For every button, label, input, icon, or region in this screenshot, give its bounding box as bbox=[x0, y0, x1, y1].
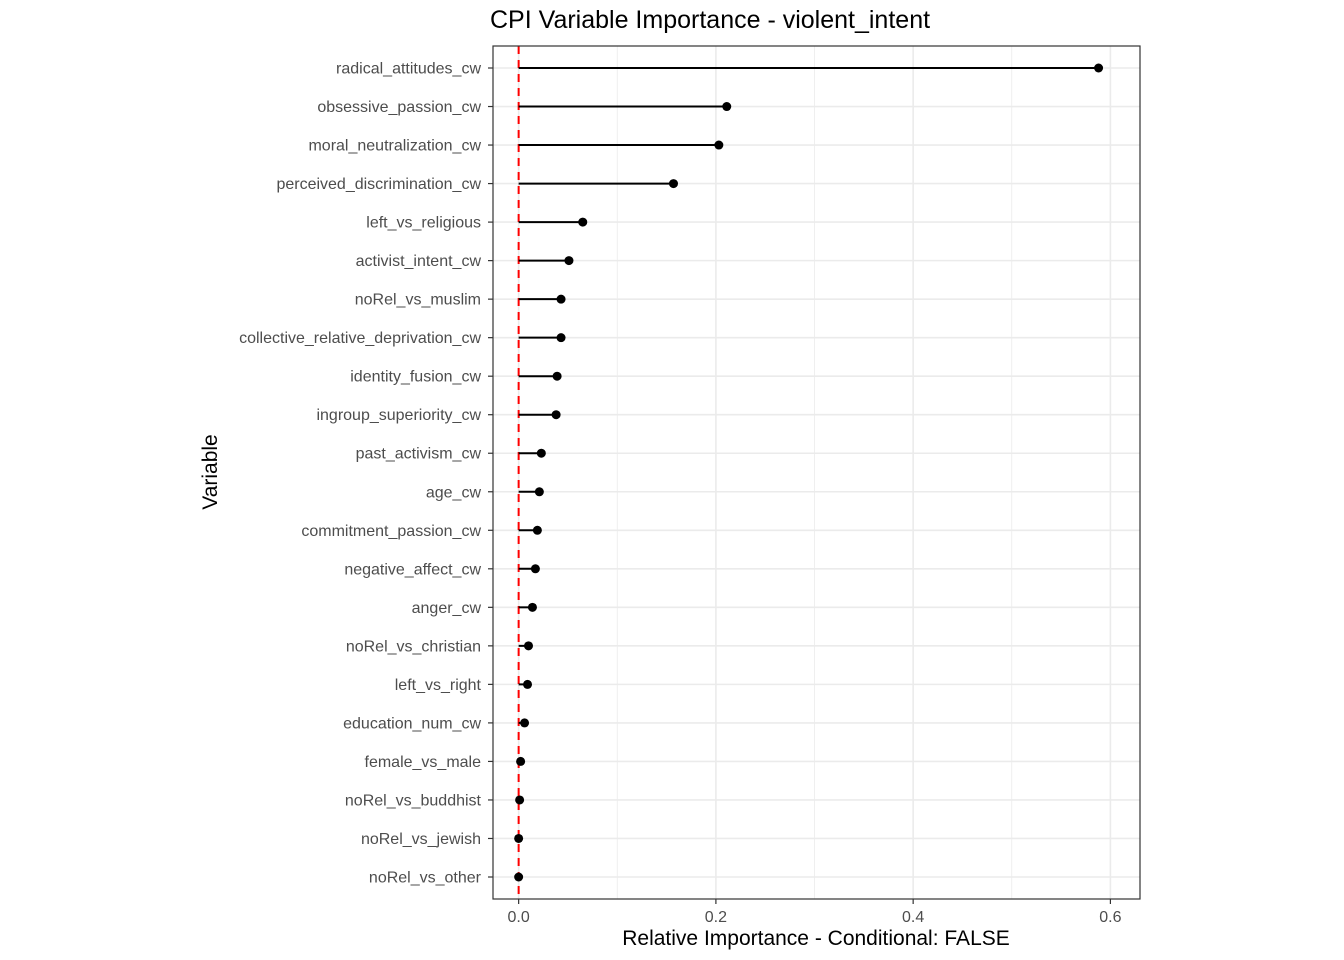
y-tick-label: past_activism_cw bbox=[356, 446, 482, 463]
lollipop-point bbox=[564, 256, 574, 266]
lollipop-point bbox=[516, 756, 526, 766]
lollipop-point bbox=[534, 487, 544, 497]
lollipop-point bbox=[578, 217, 588, 227]
y-tick-label: noRel_vs_jewish bbox=[361, 831, 481, 848]
lollipop-point bbox=[556, 333, 566, 343]
y-tick-label: left_vs_religious bbox=[366, 215, 481, 232]
x-tick-label: 0.4 bbox=[902, 909, 924, 926]
y-tick-label: negative_affect_cw bbox=[344, 561, 481, 578]
y-tick-label: anger_cw bbox=[412, 600, 482, 617]
x-tick-label: 0.0 bbox=[508, 909, 530, 926]
lollipop-point bbox=[524, 641, 534, 651]
y-tick-label: activist_intent_cw bbox=[356, 253, 482, 270]
y-tick-label: female_vs_male bbox=[365, 754, 482, 771]
x-tick-label: 0.2 bbox=[705, 909, 727, 926]
lollipop-point bbox=[551, 410, 561, 420]
lollipop-point bbox=[532, 525, 542, 535]
y-tick-label: noRel_vs_muslim bbox=[355, 292, 481, 309]
y-tick-label: left_vs_right bbox=[395, 677, 482, 694]
lollipop-point bbox=[722, 102, 732, 112]
lollipop-point bbox=[552, 371, 562, 381]
lollipop-point bbox=[668, 179, 678, 189]
lollipop-point bbox=[536, 448, 546, 458]
lollipop-point bbox=[1094, 63, 1104, 73]
y-tick-label: commitment_passion_cw bbox=[301, 523, 481, 540]
lollipop-marks bbox=[514, 63, 1104, 882]
y-tick-label: perceived_discrimination_cw bbox=[276, 176, 481, 193]
y-axis-ticks: radical_attitudes_cw obsessive_passion_cw… bbox=[239, 61, 493, 887]
y-tick-label: age_cw bbox=[426, 484, 482, 501]
y-tick-label: collective_relative_deprivation_cw bbox=[239, 330, 481, 347]
x-axis-ticks: 0.0 0.2 0.4 0.6 bbox=[508, 899, 1122, 926]
panel-border bbox=[492, 45, 1141, 900]
y-axis-title: Variable bbox=[199, 434, 222, 510]
y-tick-label: noRel_vs_christian bbox=[346, 638, 481, 655]
y-tick-label: identity_fusion_cw bbox=[350, 369, 481, 386]
y-tick-label: ingroup_superiority_cw bbox=[316, 407, 481, 424]
lollipop-point bbox=[523, 679, 533, 689]
lollipop-point bbox=[530, 564, 540, 574]
lollipop-point bbox=[714, 140, 724, 150]
y-tick-label: obsessive_passion_cw bbox=[317, 99, 481, 116]
lollipop-point bbox=[514, 833, 524, 843]
grid-lines bbox=[493, 46, 1140, 899]
x-axis-title: Relative Importance - Conditional: FALSE bbox=[622, 927, 1010, 950]
lollipop-point bbox=[527, 602, 537, 612]
y-tick-label: education_num_cw bbox=[343, 715, 481, 732]
lollipop-point bbox=[520, 718, 530, 728]
x-tick-label: 0.6 bbox=[1099, 909, 1121, 926]
y-tick-label: moral_neutralization_cw bbox=[308, 138, 481, 155]
y-tick-label: noRel_vs_other bbox=[369, 870, 482, 887]
lollipop-point bbox=[515, 795, 525, 805]
y-tick-label: noRel_vs_buddhist bbox=[345, 792, 482, 809]
lollipop-point bbox=[514, 872, 524, 882]
y-tick-label: radical_attitudes_cw bbox=[336, 61, 481, 78]
chart-title: CPI Variable Importance - violent_intent bbox=[490, 6, 930, 34]
lollipop-point bbox=[556, 294, 566, 304]
